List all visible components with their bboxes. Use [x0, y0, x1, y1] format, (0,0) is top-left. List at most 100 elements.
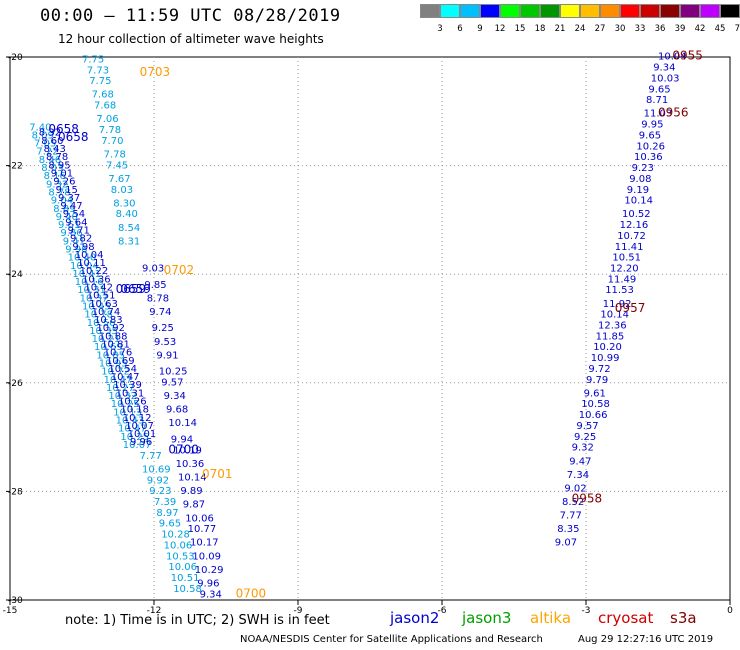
wave-height-label: 7.70 [101, 136, 123, 147]
scale-label: 70 [734, 24, 740, 34]
x-tick-label: -3 [582, 606, 591, 616]
wave-height-label: 9.74 [149, 307, 171, 318]
wave-height-label: 10.51 [612, 253, 641, 264]
wave-height-label: 10.22 [80, 266, 109, 277]
scale-swatch [560, 4, 580, 18]
wave-height-label: 10.41 [72, 269, 101, 280]
wave-height-label: 10.14 [178, 473, 207, 484]
wave-height-label: 7.77 [140, 451, 162, 462]
wave-height-label: 10.66 [579, 410, 608, 421]
credit-line: NOAA/NESDIS Center for Satellite Applica… [240, 634, 543, 645]
scale-label: 18 [534, 24, 546, 34]
scale-label: 15 [514, 24, 526, 34]
wave-height-label: 8.52 [562, 497, 584, 508]
wave-height-label: 10.69 [94, 342, 123, 353]
wave-height-label: 7.68 [92, 90, 114, 101]
wave-height-label: 10.09 [192, 551, 221, 562]
wave-height-label: 10.52 [622, 209, 651, 220]
wave-height-label: 10.53 [166, 551, 195, 562]
wave-height-label: 8.43 [44, 144, 66, 155]
wave-height-label: 9.96 [65, 244, 87, 255]
wave-height-label: 10.01 [128, 429, 157, 440]
wave-height-label: 8.03 [111, 185, 133, 196]
wave-height-label: 10.43 [116, 416, 145, 427]
x-tick-label: 0 [727, 606, 733, 616]
wave-height-label: 10.78 [84, 310, 113, 321]
scale-label: 27 [594, 24, 606, 34]
wave-height-label: 10.85 [96, 350, 125, 361]
legend-s3a: s3a [670, 609, 697, 627]
wave-height-label: 9.82 [70, 234, 92, 245]
wave-height-label: 9.57 [161, 378, 183, 389]
wave-height-label: 8.78 [46, 152, 68, 163]
wave-height-label: 9.15 [56, 185, 78, 196]
wave-height-label: 11.92 [603, 299, 632, 310]
time-label: 0956 [658, 106, 689, 120]
y-tick-label: -30 [8, 596, 23, 606]
time-label: 0957 [615, 301, 646, 315]
wave-height-label: 10.25 [111, 399, 140, 410]
scale-label: 21 [554, 24, 566, 34]
wave-height-label: 9.47 [569, 456, 591, 467]
scale-swatch [680, 4, 700, 18]
wave-height-label: 10.14 [600, 310, 629, 321]
wave-height-label: 10.69 [106, 356, 135, 367]
wave-height-label: 7.67 [108, 174, 130, 185]
legend-cryosat: cryosat [598, 609, 654, 627]
scale-swatch [580, 4, 600, 18]
scale-swatch [700, 4, 720, 18]
wave-height-label: 10.31 [116, 388, 145, 399]
wave-height-label: 10.17 [190, 538, 219, 549]
time-label: 0703 [140, 65, 171, 79]
wave-height-label: 7.78 [99, 125, 121, 136]
time-label: 0958 [572, 491, 603, 505]
wave-height-label: 9.19 [627, 185, 649, 196]
wave-height-label: 8.54 [118, 223, 140, 234]
wave-height-label: 10.32 [108, 391, 137, 402]
wave-height-label: 10.04 [70, 261, 99, 272]
wave-height-label: 10.47 [111, 372, 140, 383]
wave-height-label: 9.25 [574, 432, 596, 443]
scale-swatch [540, 4, 560, 18]
wave-height-label: 10.99 [591, 353, 620, 364]
wave-height-label: 10.04 [658, 52, 687, 63]
wave-height-label: 10.06 [164, 540, 193, 551]
wave-height-label: 10.36 [82, 274, 111, 285]
wave-height-label: 9.53 [154, 337, 176, 348]
scale-label: 33 [634, 24, 646, 34]
wave-height-label: 9.34 [653, 63, 675, 74]
wave-height-label: 8.89 [53, 204, 75, 215]
wave-height-label: 7.39 [154, 497, 176, 508]
wave-height-label: 9.65 [648, 84, 670, 95]
scale-label: 3 [437, 24, 443, 34]
wave-height-label: 9.41 [63, 236, 85, 247]
wave-height-label: 11.49 [608, 274, 637, 285]
scale-swatch [460, 4, 480, 18]
scale-label: 45 [714, 24, 726, 34]
wave-height-label: 7.73 [87, 65, 109, 76]
chart-title: 00:00 – 11:59 UTC 08/28/2019 [40, 6, 341, 26]
y-tick-label: -28 [8, 487, 23, 497]
wave-height-label: 10.58 [173, 584, 202, 595]
y-tick-label: -26 [8, 379, 23, 389]
wave-height-label: 10.35 [89, 326, 118, 337]
wave-height-label: 9.23 [149, 486, 171, 497]
wave-height-label: 10.26 [118, 397, 147, 408]
wave-height-label: 7.77 [560, 511, 582, 522]
time-label: 0702 [164, 263, 195, 277]
x-tick-label: -9 [294, 606, 303, 616]
wave-height-label: 9.96 [197, 578, 219, 589]
plot-frame [9, 56, 731, 601]
wave-height-label: 8.46 [39, 155, 61, 166]
y-tick-label: -24 [8, 270, 23, 280]
x-tick-label: -12 [147, 606, 162, 616]
wave-height-label: 9.26 [53, 177, 75, 188]
wave-height-label: 11.85 [596, 331, 625, 342]
wave-height-label: 7.75 [89, 76, 111, 87]
scale-label: 24 [574, 24, 586, 34]
scale-swatch [660, 4, 680, 18]
wave-height-label: 8.31 [118, 236, 140, 247]
scale-label: 39 [674, 24, 686, 34]
wave-height-label: 10.11 [77, 258, 106, 269]
wave-height-label: 9.72 [588, 364, 610, 375]
